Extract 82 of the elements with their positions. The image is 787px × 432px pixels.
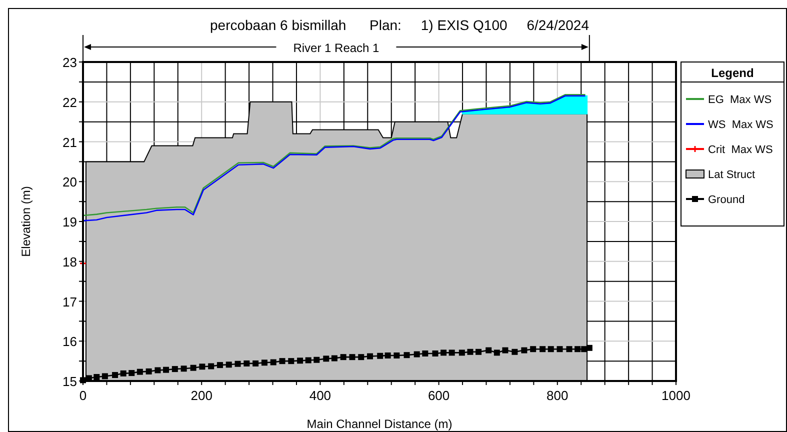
point: [540, 346, 546, 352]
point: [422, 350, 428, 356]
point: [404, 352, 410, 358]
point: [288, 358, 294, 364]
legend-label: EG Max WS: [708, 94, 772, 106]
point: [358, 354, 364, 360]
point: [586, 344, 592, 351]
point: [94, 374, 100, 380]
y-tick-label: 23: [62, 55, 77, 70]
point: [216, 362, 223, 368]
point: [556, 346, 563, 352]
point: [112, 372, 118, 378]
point: [494, 350, 500, 356]
point: [349, 354, 356, 360]
point: [512, 348, 518, 355]
point: [120, 370, 126, 376]
point: [367, 353, 374, 360]
point: [270, 359, 276, 366]
point: [279, 358, 286, 364]
point: [394, 352, 400, 358]
point: [244, 360, 250, 366]
point: [581, 346, 588, 352]
point: [548, 346, 554, 352]
legend-label: WS Max WS: [708, 119, 774, 131]
x-tick-label: 0: [79, 388, 87, 403]
x-tick-label: 600: [428, 388, 450, 403]
point: [414, 351, 420, 358]
point: [340, 354, 346, 360]
x-tick-label: 400: [309, 388, 332, 403]
x-tick-label: 1000: [662, 388, 690, 403]
y-tick-label: 22: [62, 94, 77, 110]
point: [199, 364, 206, 370]
point: [574, 346, 581, 352]
point: [146, 368, 152, 374]
y-tick-label: 19: [62, 214, 77, 230]
x-tick-label: 800: [546, 388, 568, 403]
y-tick-label: 17: [62, 294, 77, 310]
point: [234, 360, 241, 367]
point: [486, 347, 492, 354]
point: [208, 363, 214, 370]
point: [377, 352, 384, 359]
point: [102, 373, 108, 380]
point: [252, 360, 259, 366]
point: [458, 350, 465, 356]
x-tick-label: 200: [190, 388, 212, 403]
text: River 1 Reach 1: [293, 41, 380, 55]
point: [226, 362, 232, 368]
point: [467, 348, 474, 355]
legend-label: Ground: [708, 194, 745, 206]
legend-label: Lat Struct: [708, 169, 756, 181]
point: [172, 366, 178, 372]
legend-title: Legend: [711, 66, 754, 80]
point: [190, 364, 196, 371]
point: [136, 368, 143, 375]
chart-title: percobaan 6 bismillah Plan: 1) EXIS Q100 6/24/2024: [210, 17, 590, 33]
point: [163, 366, 170, 373]
point: [521, 347, 528, 354]
point: [440, 350, 447, 356]
x-axis-title: Main Channel Distance (m): [306, 417, 452, 431]
point: [128, 370, 135, 376]
point: [297, 358, 304, 364]
point: [502, 347, 508, 354]
point: [448, 350, 455, 356]
point: [384, 352, 391, 358]
y-axis-title: Elevation (m): [19, 186, 33, 257]
y-tick-label: 20: [62, 174, 77, 190]
point: [566, 346, 572, 352]
point: [331, 355, 338, 362]
y-tick-label: 16: [62, 334, 77, 350]
point: [530, 346, 536, 352]
point: [305, 357, 312, 364]
point: [261, 360, 268, 366]
y-tick-label: 15: [62, 374, 77, 389]
point: [314, 356, 320, 363]
y-tick-label: 21: [62, 134, 77, 150]
y-tick-label: 18: [62, 254, 77, 270]
point: [180, 366, 187, 372]
legend-label: Crit Max WS: [708, 144, 773, 156]
point: [432, 350, 438, 356]
point: [323, 356, 330, 362]
point: [154, 367, 161, 374]
point: [476, 348, 482, 355]
